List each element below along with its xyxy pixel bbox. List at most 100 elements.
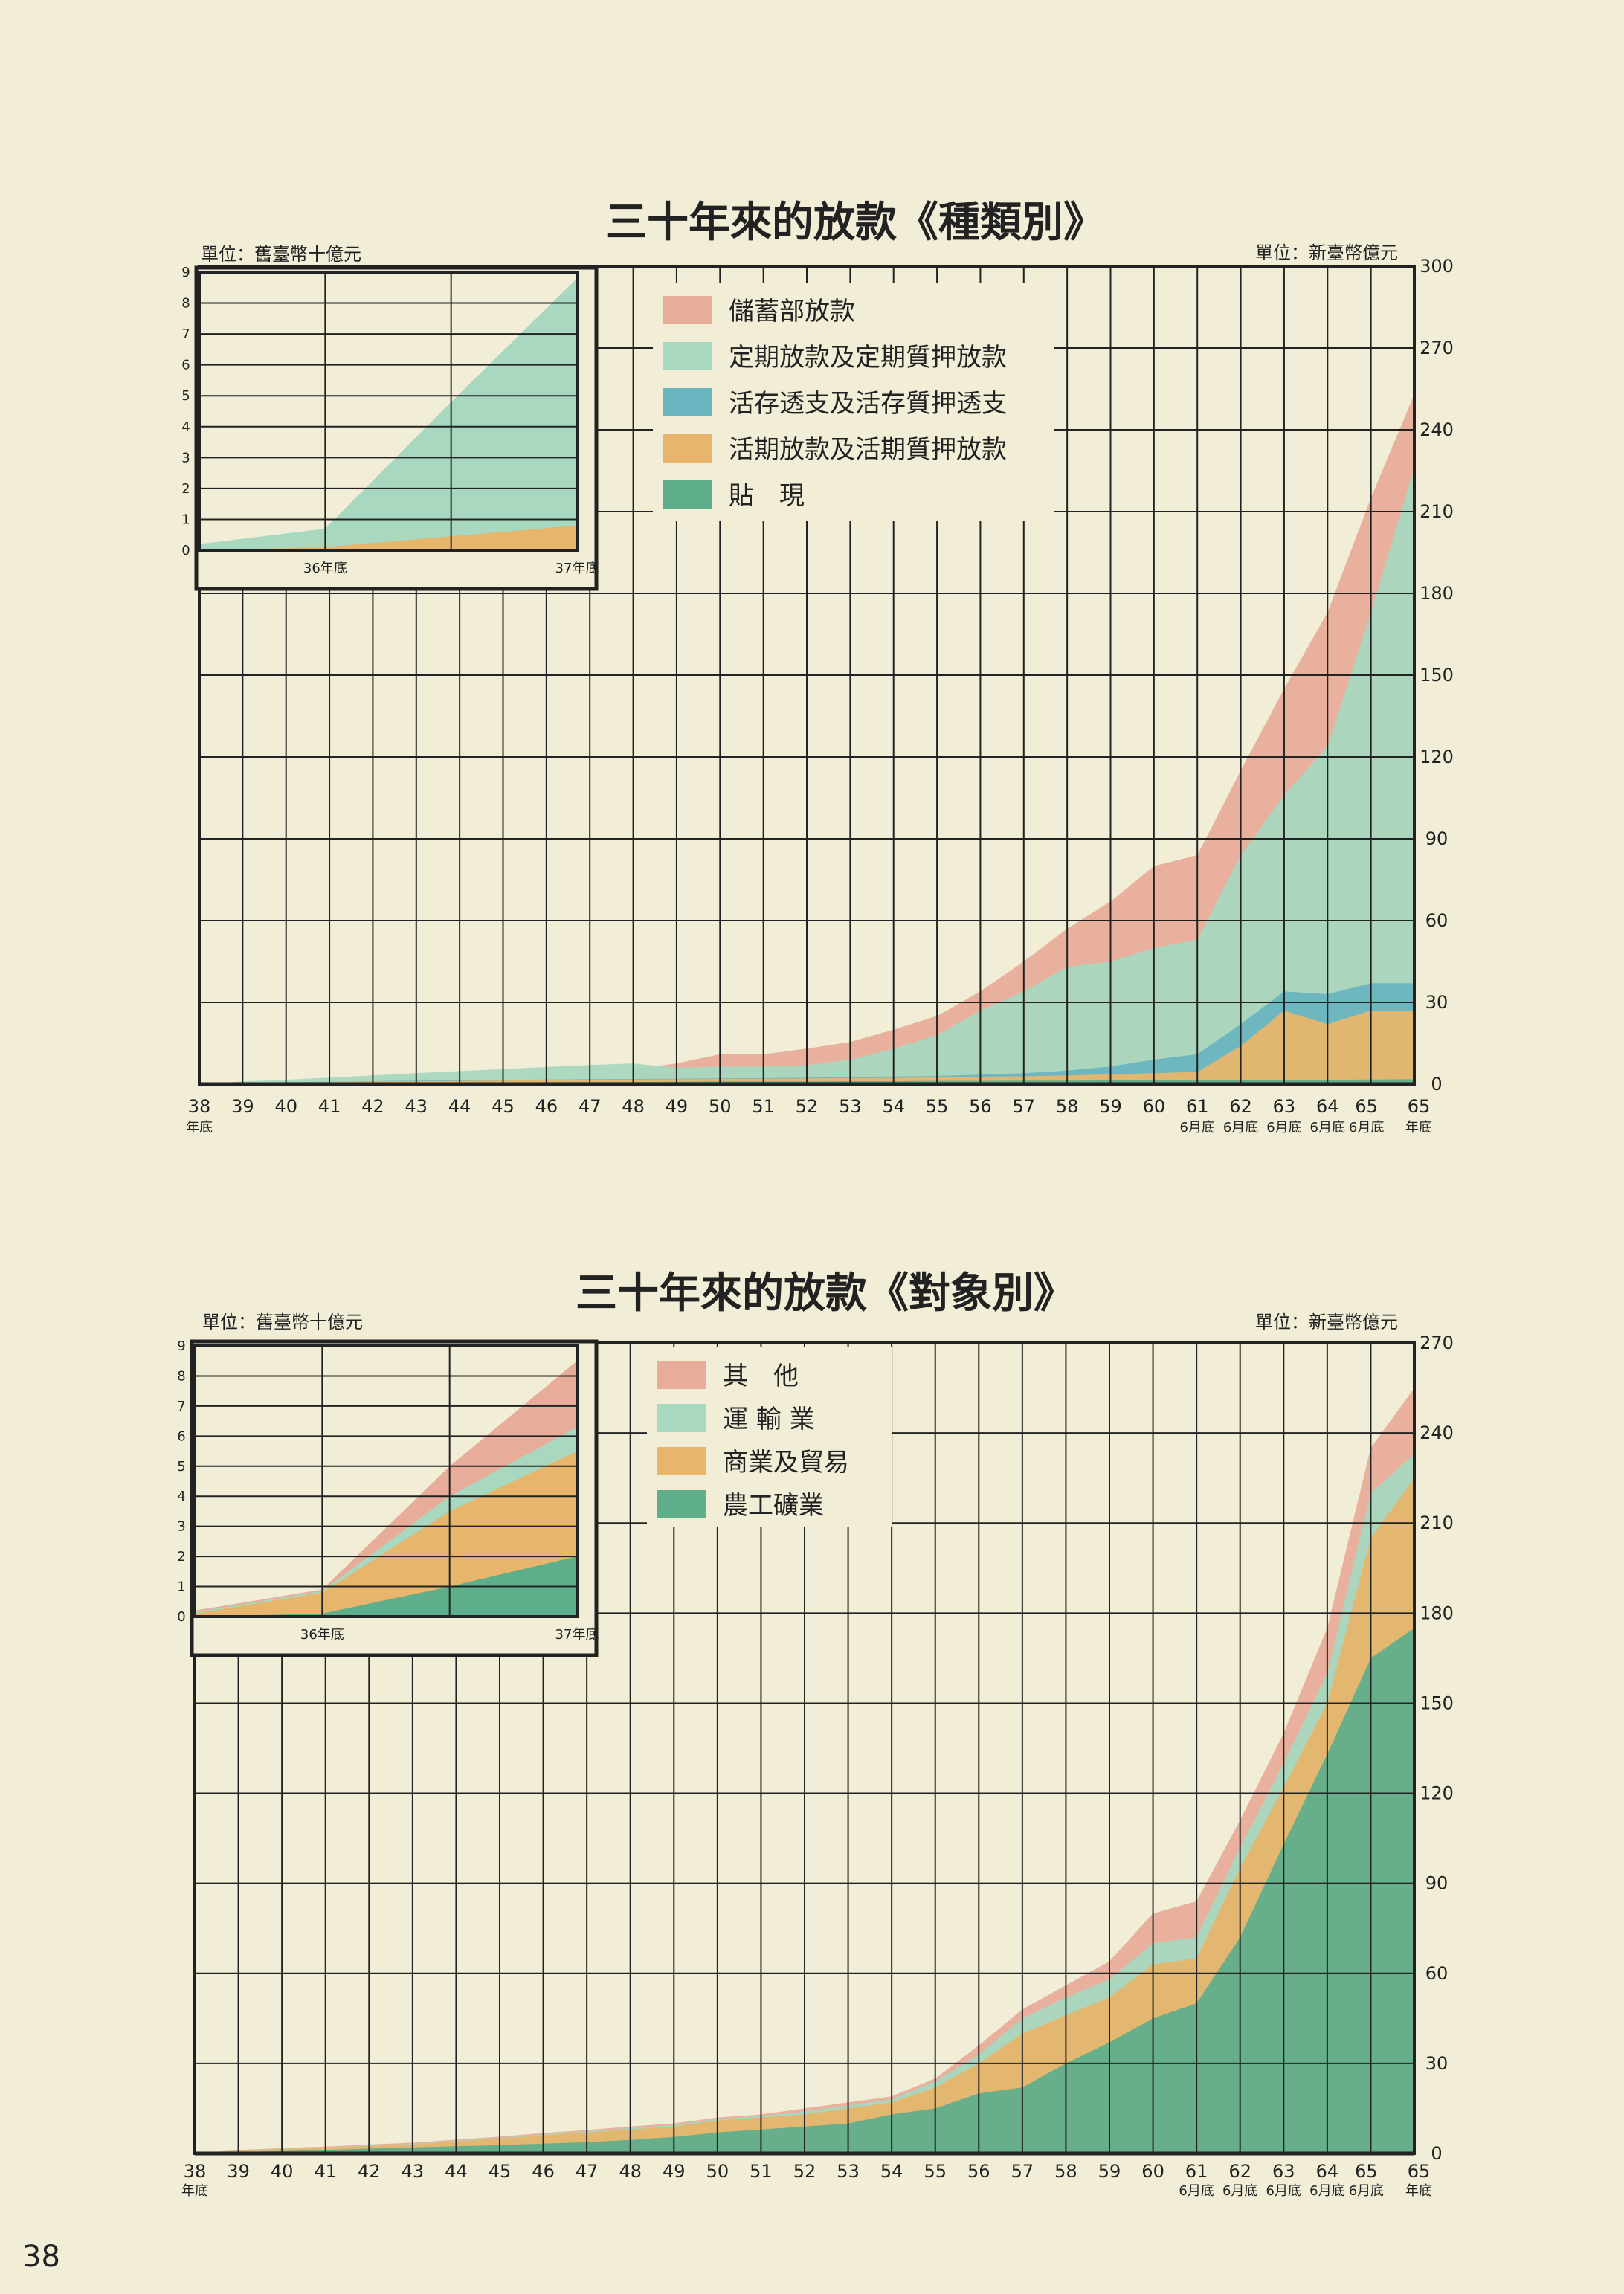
legend-label: 貼 現 <box>729 481 805 511</box>
x-tick-sublabel: 6月底 <box>1179 2183 1214 2199</box>
x-tick-label: 58 <box>1056 1096 1079 1117</box>
y-tick-label: 120 <box>1420 1783 1454 1804</box>
x-tick-label: 59 <box>1098 2161 1121 2182</box>
x-tick-label: 39 <box>227 2161 250 2182</box>
x-tick-label: 52 <box>793 2161 816 2182</box>
x-tick-label: 55 <box>926 1096 949 1117</box>
x-tick-label: 43 <box>405 1096 428 1117</box>
inset-x-tick-label: 36年底 <box>303 561 347 576</box>
legend-swatch-discount <box>663 480 712 509</box>
inset-frame <box>198 271 579 552</box>
inset-y-tick-label: 8 <box>181 296 190 312</box>
x-tick-label: 44 <box>448 1096 471 1117</box>
legend-swatch-transport <box>657 1404 706 1432</box>
inset-y-tick-label: 5 <box>177 1459 185 1475</box>
x-tick-label: 45 <box>492 1096 515 1117</box>
y-tick-label: 120 <box>1420 747 1454 767</box>
inset-y-tick-label: 5 <box>181 388 190 404</box>
legend-label: 活期放款及活期質押放款 <box>729 435 1007 465</box>
x-tick-label: 45 <box>489 2161 512 2182</box>
x-tick-label: 63 <box>1272 2161 1295 2182</box>
y-tick-label: 60 <box>1425 910 1449 931</box>
y-tick-label: 90 <box>1425 828 1449 849</box>
x-tick-label: 58 <box>1054 2161 1077 2182</box>
inset-area-time <box>199 278 577 550</box>
legend-label: 農工礦業 <box>723 1491 824 1521</box>
y-tick-label: 270 <box>1420 1333 1454 1353</box>
y-tick-label: 180 <box>1420 1602 1454 1623</box>
x-tick-label: 40 <box>271 2161 294 2182</box>
x-tick-label: 65 <box>1408 2161 1431 2182</box>
x-tick-label: 40 <box>274 1096 297 1117</box>
legend-label: 商業及貿易 <box>723 1448 849 1478</box>
x-tick-label: 60 <box>1141 2161 1164 2182</box>
inset-y-tick-label: 0 <box>177 1609 185 1625</box>
inset-y-tick-label: 1 <box>177 1579 185 1595</box>
y-tick-label: 240 <box>1420 419 1454 440</box>
y-tick-label: 0 <box>1431 1074 1442 1095</box>
x-tick-label: 39 <box>231 1096 254 1117</box>
area-demand <box>199 1011 1414 1084</box>
x-tick-label: 65 <box>1355 1096 1378 1117</box>
x-tick-label: 50 <box>706 2161 729 2182</box>
x-tick-label: 56 <box>969 1096 992 1117</box>
inset-y-tick-label: 1 <box>181 512 190 527</box>
x-tick-label: 56 <box>967 2161 990 2182</box>
x-tick-label: 64 <box>1316 1096 1339 1117</box>
inset-y-tick-label: 8 <box>177 1368 185 1384</box>
inset-y-tick-label: 7 <box>181 326 190 342</box>
x-tick-label: 47 <box>579 1096 602 1117</box>
inset-y-tick-label: 6 <box>177 1428 185 1444</box>
x-tick-sublabel: 6月底 <box>1223 1120 1258 1135</box>
x-tick-label: 52 <box>796 1096 819 1117</box>
y-tick-label: 240 <box>1420 1423 1454 1443</box>
legend-swatch-overdraft <box>663 388 712 416</box>
area-industry <box>195 1628 1414 2153</box>
unit-main-label: 單位：新臺幣億元 <box>1255 1312 1398 1333</box>
inset-y-tick-label: 7 <box>177 1399 185 1414</box>
inset-y-tick-label: 9 <box>181 265 190 280</box>
inset-y-tick-label: 0 <box>181 543 190 558</box>
legend-label: 定期放款及定期質押放款 <box>729 343 1007 373</box>
unit-inset-label: 單位：舊臺幣十億元 <box>201 244 361 265</box>
legend-background <box>653 283 1054 521</box>
inset-area-demand <box>199 525 577 550</box>
x-tick-sublabel: 6月底 <box>1179 1120 1214 1135</box>
legend-label: 其 他 <box>723 1362 799 1391</box>
y-tick-label: 150 <box>1420 665 1454 686</box>
page-number: 38 <box>22 2240 60 2274</box>
inset-x-tick-label: 36年底 <box>300 1627 344 1643</box>
legend-swatch-time <box>663 342 712 370</box>
x-tick-sublabel: 6月底 <box>1266 1120 1301 1135</box>
x-tick-sublabel: 年底 <box>181 2183 208 2199</box>
inset-y-tick-label: 4 <box>177 1489 185 1504</box>
x-tick-label: 54 <box>882 1096 905 1117</box>
x-tick-sublabel: 6月底 <box>1309 2183 1344 2199</box>
inset-area-commerce <box>195 1451 577 1617</box>
x-tick-label: 57 <box>1011 2161 1034 2182</box>
unit-main-label: 單位：新臺幣億元 <box>1255 242 1398 263</box>
legend-swatch-commerce <box>657 1447 706 1475</box>
x-tick-label: 48 <box>619 2161 642 2182</box>
x-tick-label: 42 <box>361 1096 384 1117</box>
y-tick-label: 30 <box>1425 2053 1449 2074</box>
x-tick-label: 38 <box>188 1096 211 1117</box>
inset-y-tick-label: 3 <box>181 450 190 465</box>
loans-by-type-chart: 三十年來的放款《種類別》 單位：舊臺幣十億元 單位：新臺幣億元 01234567… <box>181 199 1454 1135</box>
legend-swatch-industry <box>657 1490 706 1518</box>
x-tick-label: 55 <box>924 2161 947 2182</box>
x-tick-label: 41 <box>314 2161 337 2182</box>
y-tick-label: 270 <box>1420 338 1454 358</box>
x-tick-sublabel: 6月底 <box>1349 1120 1384 1135</box>
y-tick-label: 210 <box>1420 501 1454 522</box>
loans-by-sector-chart: 三十年來的放款《對象別》 單位：舊臺幣十億元 單位：新臺幣億元 01234567… <box>177 1269 1454 2199</box>
y-tick-label: 30 <box>1425 992 1449 1013</box>
y-tick-label: 150 <box>1420 1692 1454 1713</box>
y-tick-label: 60 <box>1425 1963 1449 1984</box>
legend-swatch-other <box>657 1361 706 1389</box>
legend-label: 儲蓄部放款 <box>729 297 855 326</box>
x-tick-label: 59 <box>1099 1096 1122 1117</box>
y-tick-label: 300 <box>1420 256 1454 277</box>
x-tick-label: 43 <box>402 2161 425 2182</box>
y-tick-label: 0 <box>1431 2143 1442 2164</box>
